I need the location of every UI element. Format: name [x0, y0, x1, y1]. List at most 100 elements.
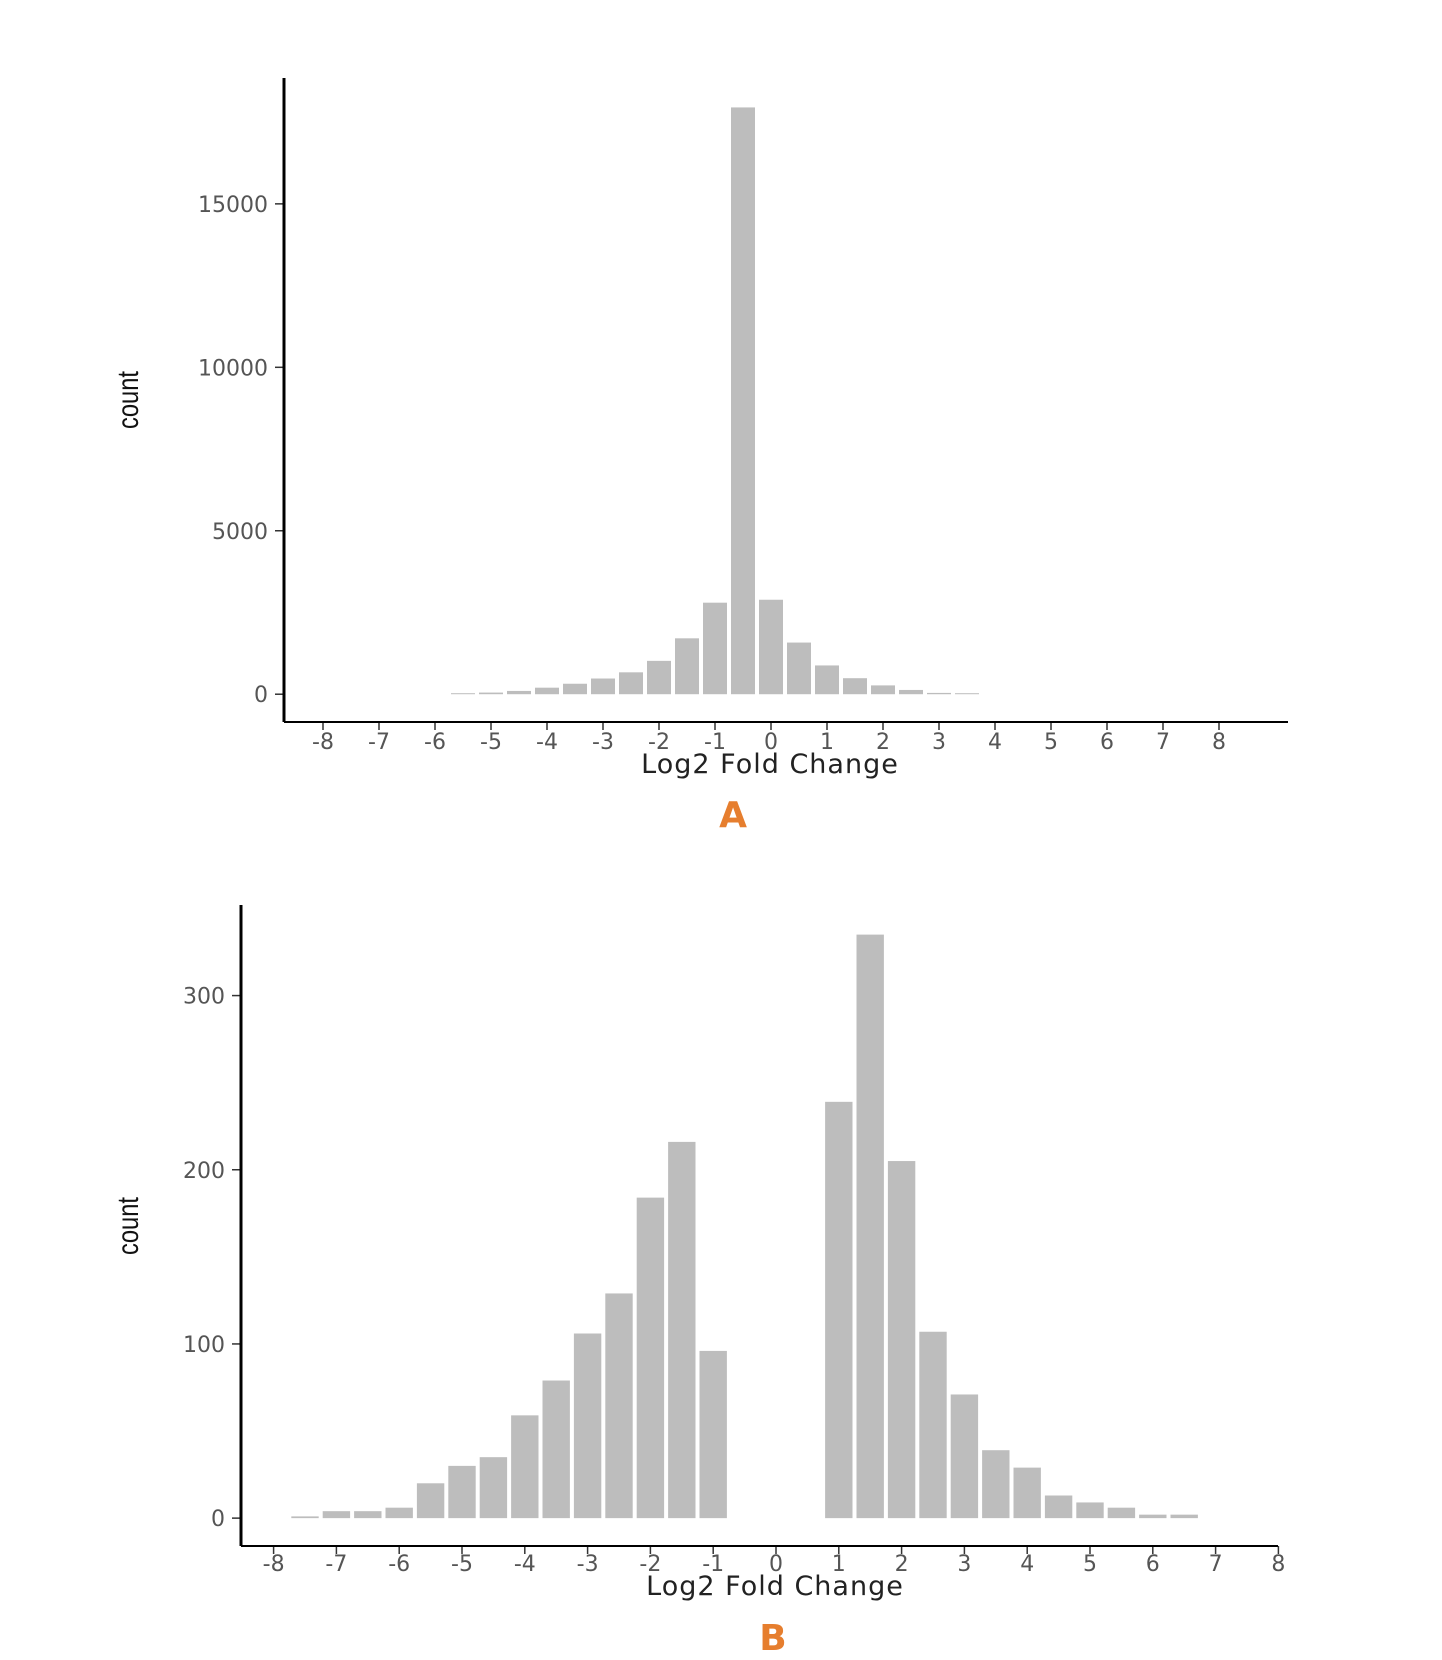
bar-a-9 — [703, 602, 727, 695]
bar-b-0 — [291, 1516, 319, 1519]
x-axis-title-b: Log2 Fold Change — [646, 1571, 904, 1602]
bar-a-16 — [899, 689, 923, 695]
bar-b-9 — [573, 1333, 602, 1519]
bar-a-8 — [675, 638, 699, 695]
x-tick-label-b-4: -4 — [514, 1552, 536, 1577]
y-tick-label-a-1: 5000 — [212, 520, 268, 545]
bar-b-23 — [1107, 1507, 1136, 1519]
x-tick-label-b-1: -7 — [325, 1552, 347, 1577]
bar-b-10 — [605, 1293, 633, 1519]
bar-b-19 — [982, 1450, 1010, 1519]
x-tick-label-a-7: -1 — [704, 730, 726, 755]
histogram-panel-a: 0 5000 10000 15000 -8 -7 -6 -5 -4 -3 -2 -1 0 1 2 3 4 5 6 7… — [112, 78, 1288, 836]
y-tick-label-a-3: 15000 — [198, 193, 268, 218]
bar-a-4 — [563, 683, 587, 695]
y-axis-title-a: count — [112, 370, 145, 429]
x-ticks-a: -8 -7 -6 -5 -4 -3 -2 -1 0 1 2 3 4 5 6 7 8 — [312, 722, 1226, 755]
x-tick-label-a-9: 1 — [820, 730, 834, 755]
x-tick-label-b-10: 2 — [895, 1552, 909, 1577]
x-tick-label-b-6: -2 — [639, 1552, 661, 1577]
x-tick-label-a-10: 2 — [876, 730, 890, 755]
bar-a-3 — [535, 687, 559, 695]
bar-b-25 — [1170, 1514, 1198, 1519]
x-tick-label-a-13: 5 — [1044, 730, 1058, 755]
bar-b-8 — [542, 1380, 570, 1519]
x-tick-label-a-0: -8 — [312, 730, 334, 755]
bars-b — [291, 934, 1198, 1519]
bar-a-18 — [955, 693, 979, 695]
bar-a-0 — [451, 693, 475, 695]
bar-b-5 — [448, 1465, 476, 1519]
bar-b-3 — [385, 1507, 413, 1519]
x-tick-label-b-3: -5 — [451, 1552, 473, 1577]
panel-label-a: A — [719, 795, 747, 836]
y-tick-label-a-0: 0 — [254, 683, 268, 708]
bar-b-6 — [479, 1457, 508, 1519]
bar-b-18 — [950, 1394, 979, 1519]
bar-a-6 — [619, 672, 643, 695]
bar-a-17 — [927, 692, 951, 695]
x-tick-label-b-16: 8 — [1271, 1552, 1285, 1577]
y-tick-label-b-3: 300 — [183, 985, 225, 1010]
x-tick-label-a-3: -5 — [480, 730, 502, 755]
x-tick-label-a-5: -3 — [592, 730, 614, 755]
bar-a-11 — [759, 599, 783, 695]
bar-b-16 — [887, 1161, 916, 1519]
x-tick-label-b-15: 7 — [1209, 1552, 1223, 1577]
bar-b-11 — [636, 1197, 665, 1519]
bar-b-4 — [416, 1483, 445, 1519]
y-tick-label-b-0: 0 — [211, 1507, 225, 1532]
y-ticks-a: 0 5000 10000 15000 — [198, 193, 284, 708]
bar-b-22 — [1076, 1502, 1104, 1519]
x-tick-label-a-16: 8 — [1212, 730, 1226, 755]
x-tick-label-b-5: -3 — [577, 1552, 599, 1577]
bar-b-21 — [1044, 1495, 1073, 1519]
x-tick-label-a-6: -2 — [648, 730, 670, 755]
bar-b-20 — [1013, 1467, 1041, 1519]
bar-b-1 — [322, 1511, 351, 1519]
bar-a-1 — [479, 692, 503, 695]
y-ticks-b: 0 100 200 300 — [183, 985, 241, 1532]
bar-b-14 — [825, 1101, 853, 1519]
bar-a-14 — [843, 678, 867, 695]
x-tick-label-a-12: 4 — [988, 730, 1002, 755]
bar-b-15 — [856, 934, 884, 1519]
bar-a-7 — [647, 660, 671, 695]
x-tick-label-b-8: 0 — [769, 1552, 783, 1577]
x-tick-label-b-12: 4 — [1020, 1552, 1034, 1577]
x-tick-label-a-14: 6 — [1100, 730, 1114, 755]
bar-b-17 — [919, 1331, 947, 1519]
bar-b-2 — [354, 1511, 382, 1519]
bar-a-2 — [507, 690, 531, 695]
y-tick-label-a-2: 10000 — [198, 356, 268, 381]
x-tick-label-b-2: -6 — [388, 1552, 410, 1577]
bar-b-7 — [511, 1415, 539, 1519]
bar-a-12 — [787, 642, 811, 695]
x-tick-label-b-9: 1 — [832, 1552, 846, 1577]
x-tick-label-a-1: -7 — [368, 730, 390, 755]
y-tick-label-b-1: 100 — [183, 1333, 225, 1358]
x-tick-label-a-8: 0 — [764, 730, 778, 755]
bar-b-12 — [668, 1141, 696, 1519]
x-tick-label-b-7: -1 — [702, 1552, 724, 1577]
histogram-panel-b: 0 100 200 300 -8 -7 -6 -5 -4 -3 -2 -1 0 1 2 3 4 5 6 7 8 Log… — [112, 905, 1285, 1659]
bar-a-15 — [871, 685, 895, 695]
y-tick-label-b-2: 200 — [183, 1159, 225, 1184]
x-tick-label-a-2: -6 — [424, 730, 446, 755]
x-tick-label-b-11: 3 — [957, 1552, 971, 1577]
x-ticks-b: -8 -7 -6 -5 -4 -3 -2 -1 0 1 2 3 4 5 6 7 8 — [263, 1546, 1285, 1577]
x-tick-label-b-0: -8 — [263, 1552, 285, 1577]
bar-a-13 — [815, 665, 839, 695]
x-axis-title-a: Log2 Fold Change — [641, 749, 899, 780]
bars-a — [451, 107, 979, 695]
x-tick-label-a-4: -4 — [536, 730, 558, 755]
bar-b-13 — [699, 1350, 727, 1519]
bar-a-5 — [591, 678, 615, 695]
y-axis-title-b: count — [112, 1196, 145, 1255]
x-tick-label-a-15: 7 — [1156, 730, 1170, 755]
bar-a-10 — [731, 107, 755, 695]
panel-label-b: B — [759, 1618, 786, 1659]
x-tick-label-a-11: 3 — [932, 730, 946, 755]
x-tick-label-b-14: 6 — [1146, 1552, 1160, 1577]
